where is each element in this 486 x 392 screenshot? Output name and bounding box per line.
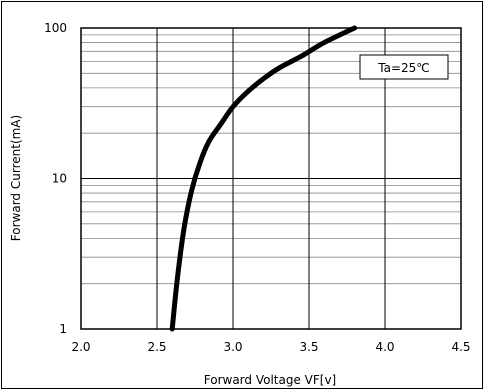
- legend-label: Ta=25℃: [377, 61, 430, 75]
- series-line: [169, 25, 358, 332]
- legend-box: Ta=25℃: [359, 54, 449, 80]
- x-axis-title: Forward Voltage VF[v]: [204, 373, 336, 387]
- x-tick-label: 2.5: [147, 340, 166, 354]
- y-tick-label: 100: [44, 21, 67, 35]
- x-tick-label: 2.0: [71, 340, 90, 354]
- y-axis-title: Forward Current(mA): [9, 115, 23, 241]
- x-tick-label: 3.0: [223, 340, 242, 354]
- x-tick-labels: 2.0 2.5 3.0 3.5 4.0 4.5: [71, 340, 470, 354]
- x-tick-label: 4.5: [451, 340, 470, 354]
- y-tick-labels: 1 10 100: [44, 21, 67, 336]
- y-tick-label: 10: [52, 172, 67, 186]
- plot-area: [80, 27, 462, 330]
- x-tick-label: 3.5: [299, 340, 318, 354]
- minor-grid: [81, 34, 461, 285]
- y-tick-label: 1: [59, 322, 67, 336]
- x-tick-label: 4.0: [375, 340, 394, 354]
